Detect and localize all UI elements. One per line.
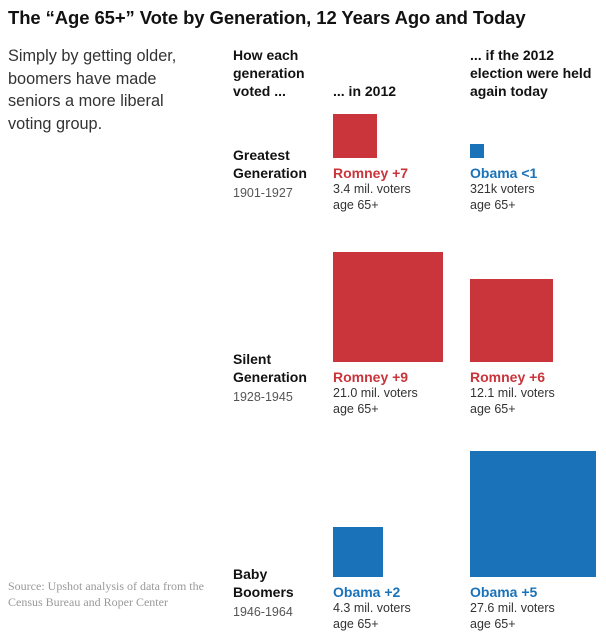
column-header-today: ... if the 2012 election were held again…	[470, 47, 592, 99]
voters-label-silent-today: 12.1 mil. voters	[470, 386, 555, 400]
margin-label-silent-in2012: Romney +9	[333, 369, 409, 385]
age-label-silent-today: age 65+	[470, 402, 516, 416]
square-silent-in2012	[333, 252, 443, 362]
generation-label-silent: Silent Generation	[233, 351, 307, 385]
age-label-silent-in2012: age 65+	[333, 402, 379, 416]
margin-label-greatest-in2012: Romney +7	[333, 165, 409, 181]
voters-label-boomers-in2012: 4.3 mil. voters	[333, 601, 411, 615]
age-label-boomers-in2012: age 65+	[333, 617, 379, 631]
margin-label-boomers-in2012: Obama +2	[333, 584, 401, 600]
column-header-generation: How each generation voted ...	[233, 47, 305, 99]
age-label-greatest-today: age 65+	[470, 198, 516, 212]
margin-label-greatest-today: Obama <1	[470, 165, 538, 181]
square-silent-today	[470, 278, 554, 362]
voters-label-boomers-today: 27.6 mil. voters	[470, 601, 555, 615]
square-greatest-today	[470, 144, 484, 158]
generation-years-boomers: 1946-1964	[233, 605, 293, 619]
generation-years-greatest: 1901-1927	[233, 186, 293, 200]
age-label-boomers-today: age 65+	[470, 617, 516, 631]
chart-title: The “Age 65+” Vote by Generation, 12 Yea…	[8, 7, 526, 28]
square-boomers-today	[470, 451, 596, 577]
generation-label-boomers: Baby Boomers	[233, 566, 294, 600]
voters-label-greatest-in2012: 3.4 mil. voters	[333, 182, 411, 196]
chart-subtitle: Simply by getting older, boomers have ma…	[8, 47, 177, 133]
margin-label-boomers-today: Obama +5	[470, 584, 538, 600]
source-note: Source: Upshot analysis of data from the…	[8, 579, 204, 609]
voters-label-silent-in2012: 21.0 mil. voters	[333, 386, 418, 400]
generation-years-silent: 1928-1945	[233, 390, 293, 404]
margin-label-silent-today: Romney +6	[470, 369, 546, 385]
age-label-greatest-in2012: age 65+	[333, 198, 379, 212]
column-header-2012: ... in 2012	[333, 83, 397, 99]
square-greatest-in2012	[333, 113, 378, 158]
voters-label-greatest-today: 321k voters	[470, 182, 535, 196]
square-boomers-in2012	[333, 527, 383, 577]
generation-label-greatest: Greatest Generation	[233, 147, 307, 181]
